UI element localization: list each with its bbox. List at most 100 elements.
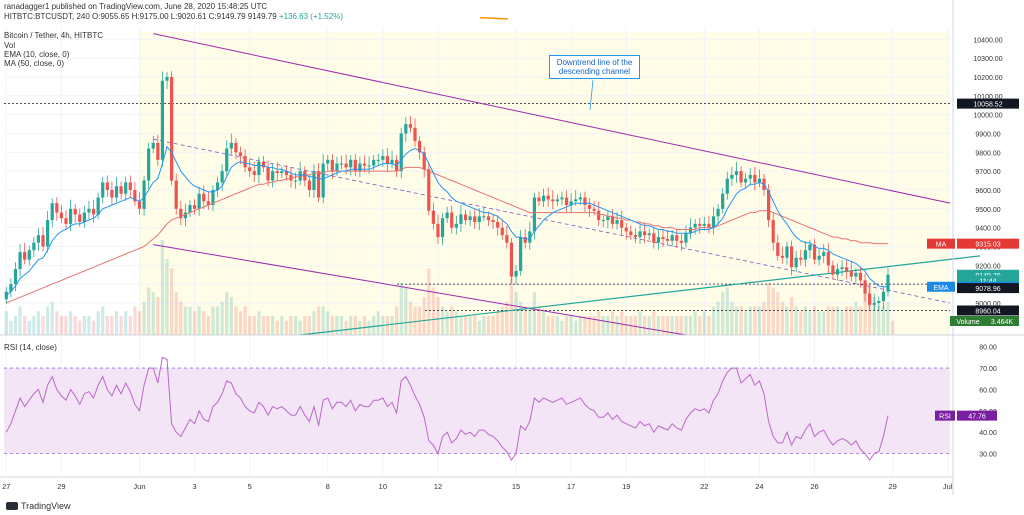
volume-bar (390, 316, 394, 335)
candle-body (390, 159, 394, 164)
volume-bar (170, 268, 174, 335)
candle-body (326, 159, 330, 164)
volume-bar (73, 316, 77, 335)
volume-bar (445, 311, 449, 335)
volume-bar (114, 311, 119, 335)
volume-bar (408, 301, 413, 335)
volume-bar (532, 292, 537, 335)
volume-bar (482, 316, 486, 335)
tradingview-logo: TradingView (6, 501, 71, 511)
price-tick-label: 9400.00 (975, 226, 1000, 233)
candle-body (523, 237, 527, 243)
volume-bar (362, 316, 367, 335)
volume-bar (633, 316, 638, 335)
price-tag-box (957, 305, 1019, 316)
candle-body (450, 212, 454, 228)
candle-body (868, 293, 872, 305)
candle-body (849, 270, 853, 277)
volume-bar (105, 316, 109, 335)
ohlc-line: HITBTC:BTCUSDT, 240 O:9055.65 H:9175.00 … (4, 12, 343, 21)
candle-body (261, 161, 266, 168)
volume-bar (509, 278, 514, 335)
candle-body (165, 76, 169, 81)
candle-body (206, 201, 210, 206)
volume-bar (160, 240, 165, 335)
candle-body (766, 189, 771, 221)
volume-bar (399, 282, 403, 335)
candle-body (454, 223, 458, 228)
candle-body (528, 231, 532, 243)
volume-bar (597, 311, 601, 335)
price-tag-box (957, 269, 1019, 280)
candle-body (23, 252, 27, 260)
candle-body (330, 159, 334, 172)
volume-bar (840, 311, 844, 335)
candle-body (661, 237, 665, 239)
volume-bar (78, 320, 82, 335)
price-pane[interactable] (4, 16, 981, 336)
candle-body (59, 212, 64, 219)
candle-body (693, 223, 697, 228)
candle-body (385, 156, 390, 164)
candle-body (211, 189, 215, 206)
volume-bar (50, 301, 54, 335)
volume-bar (68, 311, 73, 335)
candle-body (312, 171, 316, 190)
candle-body (381, 156, 385, 160)
volume-bar (822, 311, 826, 335)
candle-body (675, 235, 679, 241)
volume-bar (872, 297, 876, 335)
candle-body (335, 163, 339, 172)
volume-bar (854, 301, 858, 335)
price-tick-label: 9600.00 (975, 188, 1000, 195)
candle-body (147, 148, 151, 181)
candle-body (780, 255, 784, 258)
volume-bar (721, 292, 725, 335)
candle-body (509, 242, 514, 277)
volume-bar (541, 311, 546, 335)
candle-body (110, 189, 114, 198)
volume-bar (225, 292, 229, 335)
candle-body (252, 171, 256, 175)
candle-body (753, 174, 757, 183)
rsi-tick-label: 40.00 (979, 430, 997, 437)
rsi-tick-label: 80.00 (979, 345, 997, 352)
volume-bar (46, 306, 50, 335)
candle-body (633, 235, 638, 238)
volume-bar (220, 301, 224, 335)
volume-bar (18, 306, 22, 335)
volume-bar (753, 306, 757, 335)
ema-legend: EMA (10, close, 0) (4, 50, 70, 59)
candle-body (376, 159, 380, 161)
candle-body (789, 246, 794, 268)
candle-body (50, 203, 54, 221)
candle-body (64, 218, 68, 224)
volume-bar (698, 316, 702, 335)
volume-bar (615, 316, 619, 335)
volume-bar (4, 311, 8, 335)
candle-body (643, 231, 647, 236)
volume-bar (560, 320, 564, 335)
candle-body (183, 212, 188, 219)
volume-bar (776, 292, 780, 335)
volume-bar (803, 306, 807, 335)
candle-body (794, 257, 798, 268)
rsi-tick-label: 60.00 (979, 387, 997, 394)
volume-bar (748, 306, 752, 335)
volume-bar (59, 316, 64, 335)
rsi-pane[interactable] (4, 336, 950, 475)
candle-body (307, 180, 311, 190)
rsi-band (4, 368, 950, 454)
volume-bar (744, 311, 748, 335)
volume-bar (151, 292, 155, 335)
volume-bar (785, 306, 789, 335)
rsi-value-box (957, 410, 997, 421)
volume-bar (491, 316, 495, 335)
volume-bar (316, 306, 321, 335)
candle-body (225, 148, 229, 172)
candle-body (459, 214, 463, 224)
candle-body (831, 265, 835, 275)
volume-bar (238, 311, 243, 335)
volume-bar (496, 311, 500, 335)
